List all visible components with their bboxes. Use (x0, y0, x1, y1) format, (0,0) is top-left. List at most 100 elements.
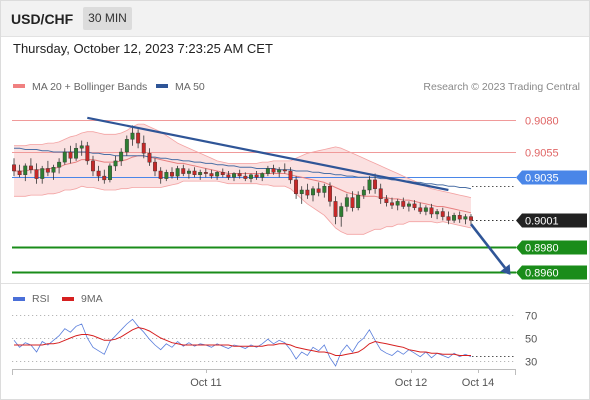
level-label-pivot: 0.9035 (525, 173, 559, 185)
ma9-legend-label: 9MA (81, 293, 103, 305)
candle-body (390, 202, 394, 206)
candle-body (237, 173, 242, 177)
level-label-resistance: 0.9080 (525, 116, 559, 128)
candle-body (57, 161, 62, 168)
candle-body (17, 170, 22, 175)
candle-body (181, 168, 186, 174)
candle-body (356, 194, 361, 209)
candle-body (113, 160, 118, 167)
candle-body (215, 172, 220, 177)
candle-body (51, 166, 56, 173)
candle-body (299, 189, 304, 194)
x-tick-label: Oct 14 (462, 377, 494, 389)
rsi-legend-label: RSI (32, 293, 50, 305)
candle-body (282, 169, 287, 172)
candle-body (85, 145, 90, 162)
candle-body (395, 201, 400, 206)
candle-body (141, 142, 146, 154)
candles-layer (12, 125, 473, 227)
candle-body (74, 147, 79, 159)
annotation-layer (87, 116, 511, 275)
candle-body (418, 207, 423, 212)
x-tick-label: Oct 12 (395, 377, 427, 389)
candle-body (344, 197, 349, 207)
candle-body (254, 174, 259, 178)
trendline (87, 116, 449, 192)
candle-body (124, 139, 129, 153)
candle-body (232, 173, 237, 178)
candle-body (186, 170, 191, 174)
rsi-panel: 70 50 30 (12, 311, 537, 369)
candle-body (350, 197, 355, 208)
rsi-tick-label: 30 (525, 357, 537, 369)
rsi-tick-label: 50 (525, 334, 537, 346)
candle-body (209, 173, 214, 177)
candle-body (12, 164, 17, 172)
level-label-bg (516, 240, 587, 255)
candle-body (203, 172, 208, 174)
level-labels-layer: 0.9080 0.9055 0.9035 0.9001 0.8980 0.8960 (516, 116, 587, 280)
timeframe-button[interactable]: 30 MIN (83, 7, 132, 30)
candle-body (469, 216, 473, 221)
rsi-legend-swatch (13, 297, 25, 301)
candle-body (23, 165, 28, 175)
level-label-support: 0.8960 (525, 268, 559, 280)
candle-body (271, 168, 276, 173)
ma20-legend-label: MA 20 + Bollinger Bands (32, 81, 147, 93)
level-label-current: 0.9001 (525, 216, 559, 228)
price-legend: MA 20 + Bollinger Bands MA 50 Research ©… (13, 81, 580, 93)
candle-body (401, 201, 406, 207)
candle-body (457, 215, 462, 220)
candle-body (429, 207, 434, 215)
candle-body (45, 168, 50, 173)
candle-body (96, 170, 101, 177)
candle-body (147, 153, 152, 163)
candle-body (248, 174, 253, 179)
level-label-bg (516, 213, 587, 228)
candle-body (333, 201, 338, 217)
candle-body (153, 161, 158, 172)
candle-body (40, 168, 45, 179)
candle-body (373, 179, 377, 189)
candle-body (243, 175, 248, 179)
candle-body (384, 198, 389, 203)
candle-body (90, 160, 95, 172)
candle-body (192, 170, 197, 175)
candle-body (34, 169, 39, 179)
candle-body (130, 132, 135, 140)
candle-body (175, 168, 180, 177)
candle-body (136, 132, 141, 144)
bb-lower-line (14, 180, 472, 235)
candle-body (288, 170, 293, 181)
ma50-legend-label: MA 50 (175, 81, 205, 93)
candle-body (446, 216, 451, 221)
level-label-bg (516, 265, 587, 280)
candle-body (305, 189, 310, 196)
bb-upper-line (14, 123, 472, 198)
bollinger-band (14, 124, 471, 235)
candle-body (367, 179, 372, 191)
candle-body (158, 170, 163, 179)
candle-body (277, 169, 282, 173)
rsi-tick-label: 70 (525, 311, 537, 323)
ma20-line (14, 155, 472, 214)
candle-body (452, 215, 456, 221)
candle-body (435, 211, 440, 215)
ma20-legend-swatch (13, 84, 25, 88)
x-axis: Oct 11 Oct 12 Oct 14 (190, 369, 494, 389)
candle-body (412, 203, 417, 208)
candle-body (328, 185, 332, 202)
candle-body (463, 216, 468, 220)
rsi-legend: RSI 9MA (13, 293, 103, 305)
symbol-title: USD/CHF (11, 11, 74, 27)
ma9-legend-swatch (62, 297, 74, 301)
candle-body (361, 189, 366, 196)
header-bar: USD/CHF 30 MIN (0, 0, 590, 37)
candle-body (226, 174, 231, 178)
attribution: Research © 2023 Trading Central (423, 81, 580, 93)
level-label-resistance: 0.9055 (525, 148, 559, 160)
candle-body (29, 165, 33, 170)
rsi-line (13, 318, 472, 367)
candle-body (102, 175, 107, 181)
